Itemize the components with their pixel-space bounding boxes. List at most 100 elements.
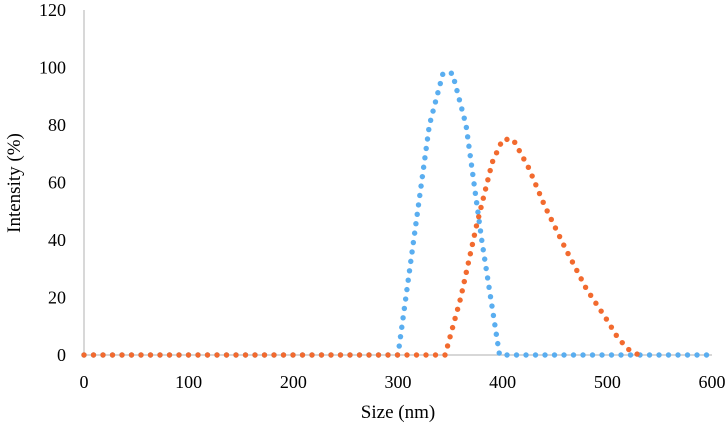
x-tick-label: 200 — [280, 372, 307, 392]
data-point — [408, 258, 414, 265]
data-point — [404, 352, 410, 358]
data-point — [544, 208, 550, 214]
data-point — [480, 195, 486, 201]
data-point — [463, 269, 469, 275]
data-point — [444, 343, 451, 349]
data-point — [479, 237, 485, 244]
data-point — [467, 251, 474, 257]
data-point — [497, 141, 504, 147]
data-point — [675, 352, 681, 358]
data-point — [536, 190, 543, 197]
data-point — [413, 352, 420, 358]
y-tick-label: 60 — [48, 173, 66, 193]
data-point — [290, 352, 296, 358]
data-point — [204, 352, 211, 358]
data-point — [684, 352, 691, 358]
data-point — [561, 352, 567, 358]
x-axis-title: Size (nm) — [361, 402, 435, 423]
data-point — [419, 173, 426, 180]
data-point — [413, 221, 419, 227]
data-point — [484, 275, 491, 281]
data-point — [656, 352, 662, 358]
data-point — [533, 182, 539, 188]
data-point — [472, 190, 479, 196]
data-point — [166, 352, 173, 358]
data-point — [440, 71, 446, 78]
data-point — [459, 288, 465, 294]
data-point — [195, 352, 201, 358]
data-point — [587, 292, 594, 299]
data-point — [525, 164, 532, 170]
data-point — [489, 303, 495, 309]
data-point — [280, 352, 287, 358]
data-point — [478, 204, 484, 211]
data-point — [626, 346, 632, 353]
data-point — [100, 352, 106, 358]
data-point — [477, 228, 484, 234]
data-point — [485, 177, 491, 183]
data-point — [582, 284, 589, 290]
data-point — [401, 305, 408, 312]
data-point — [487, 167, 493, 174]
data-point — [578, 276, 584, 282]
data-point — [603, 316, 610, 322]
data-point — [556, 233, 563, 240]
data-point — [396, 343, 402, 349]
x-tick-label: 600 — [699, 372, 726, 392]
data-point — [483, 265, 489, 272]
data-point — [703, 352, 710, 358]
data-point — [476, 213, 482, 220]
x-tick-label: 0 — [80, 372, 89, 392]
data-point — [463, 124, 470, 131]
data-point — [442, 352, 448, 358]
series-1-dots — [81, 70, 710, 358]
data-point — [548, 216, 555, 223]
data-point — [570, 352, 577, 358]
data-point — [608, 324, 615, 330]
data-point — [138, 352, 144, 358]
data-point — [418, 183, 424, 189]
data-point — [109, 352, 116, 358]
data-point — [447, 334, 453, 340]
data-point — [529, 173, 535, 179]
data-point — [318, 352, 325, 358]
data-point — [399, 324, 405, 330]
data-point — [551, 352, 558, 358]
data-point — [495, 340, 501, 347]
data-point — [252, 352, 258, 358]
data-point — [271, 352, 277, 358]
data-point — [432, 99, 439, 105]
data-point — [242, 352, 249, 358]
data-point — [496, 350, 502, 356]
data-point — [694, 352, 700, 358]
data-point — [309, 352, 315, 358]
data-point — [406, 268, 413, 274]
data-point — [414, 211, 420, 218]
data-point — [356, 352, 363, 358]
data-point — [482, 186, 489, 192]
data-point — [451, 78, 458, 85]
data-point — [81, 352, 87, 358]
plot-area — [81, 10, 712, 358]
data-point — [299, 352, 306, 358]
data-point — [521, 156, 527, 162]
data-point — [646, 352, 653, 358]
data-point — [512, 139, 518, 145]
data-point — [426, 126, 432, 133]
data-point — [473, 200, 480, 206]
data-point — [634, 351, 640, 357]
data-point — [461, 278, 467, 285]
data-point — [504, 352, 510, 358]
data-point — [465, 260, 472, 266]
data-point — [613, 332, 619, 338]
data-point — [422, 155, 428, 161]
data-point — [459, 106, 465, 112]
data-point — [561, 242, 567, 248]
data-point — [504, 136, 510, 143]
y-tick-label: 100 — [39, 58, 66, 78]
data-point — [435, 90, 441, 96]
data-point — [464, 134, 471, 140]
data-point — [471, 232, 478, 238]
data-point — [454, 87, 460, 94]
